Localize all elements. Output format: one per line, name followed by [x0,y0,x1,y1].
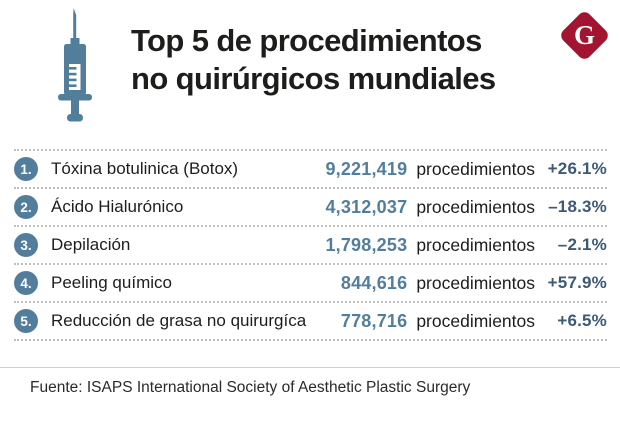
procedure-label: Depilación [51,235,131,254]
procedure-count: 1,798,253 [325,234,408,255]
rank-badge: 5. [14,309,38,333]
rank-number: 4. [20,275,32,291]
footer-divider [0,367,620,368]
rank-badge: 2. [14,195,38,219]
table-row: 1. Tóxina botulinica (Botox) 9,221,419 p… [14,151,607,189]
source-text: Fuente: ISAPS International Society of A… [30,379,471,396]
procedure-label: Tóxina botulinica (Botox) [51,159,239,178]
unit-label: procedimientos [416,196,535,217]
procedure-count: 4,312,037 [325,196,408,217]
title-line-2: no quirúrgicos mundiales [131,61,496,96]
g-logo-letter: G [573,19,596,50]
percent-change: +57.9% [547,273,607,292]
table-row: 2. Ácido Hialurónico 4,312,037 procedimi… [14,189,607,227]
syringe-flange [58,94,92,101]
syringe-plunger-stem [71,100,79,116]
procedure-count: 844,616 [340,272,408,293]
syringe-needle [73,8,77,39]
table-row: 5. Reducción de grasa no quirurgíca 778,… [14,303,607,341]
procedure-count: 778,716 [340,310,408,331]
syringe-plunger-cap [67,114,83,122]
percent-change: +6.5% [557,311,607,330]
rank-badge: 1. [14,157,38,181]
rank-number: 2. [20,199,32,215]
rank-number: 5. [20,313,32,329]
table-row: 4. Peeling químico 844,616 procedimiento… [14,265,607,303]
percent-change: +26.1% [547,159,607,178]
rank-badge: 4. [14,271,38,295]
unit-label: procedimientos [416,158,535,179]
procedure-count: 9,221,419 [325,158,408,179]
rank-number: 3. [20,237,32,253]
percent-change: –2.1% [557,235,607,254]
procedure-label: Peeling químico [51,273,172,292]
syringe-hub [70,38,80,45]
table-row: 3. Depilación 1,798,253 procedimientos –… [14,227,607,265]
unit-label: procedimientos [416,234,535,255]
rank-number: 1. [20,161,32,177]
procedures-table: 1. Tóxina botulinica (Botox) 9,221,419 p… [14,149,607,341]
g-logo: G [558,9,611,62]
procedure-label: Reducción de grasa no quirurgíca [51,311,307,330]
procedure-label: Ácido Hialurónico [51,197,184,216]
syringe-window [69,64,81,90]
rank-badge: 3. [14,233,38,257]
unit-label: procedimientos [416,310,535,331]
title-line-1: Top 5 de procedimientos [131,23,482,58]
syringe-icon [58,8,92,122]
percent-change: –18.3% [548,197,607,216]
page-title: Top 5 de procedimientos no quirúrgicos m… [131,22,496,98]
unit-label: procedimientos [416,272,535,293]
